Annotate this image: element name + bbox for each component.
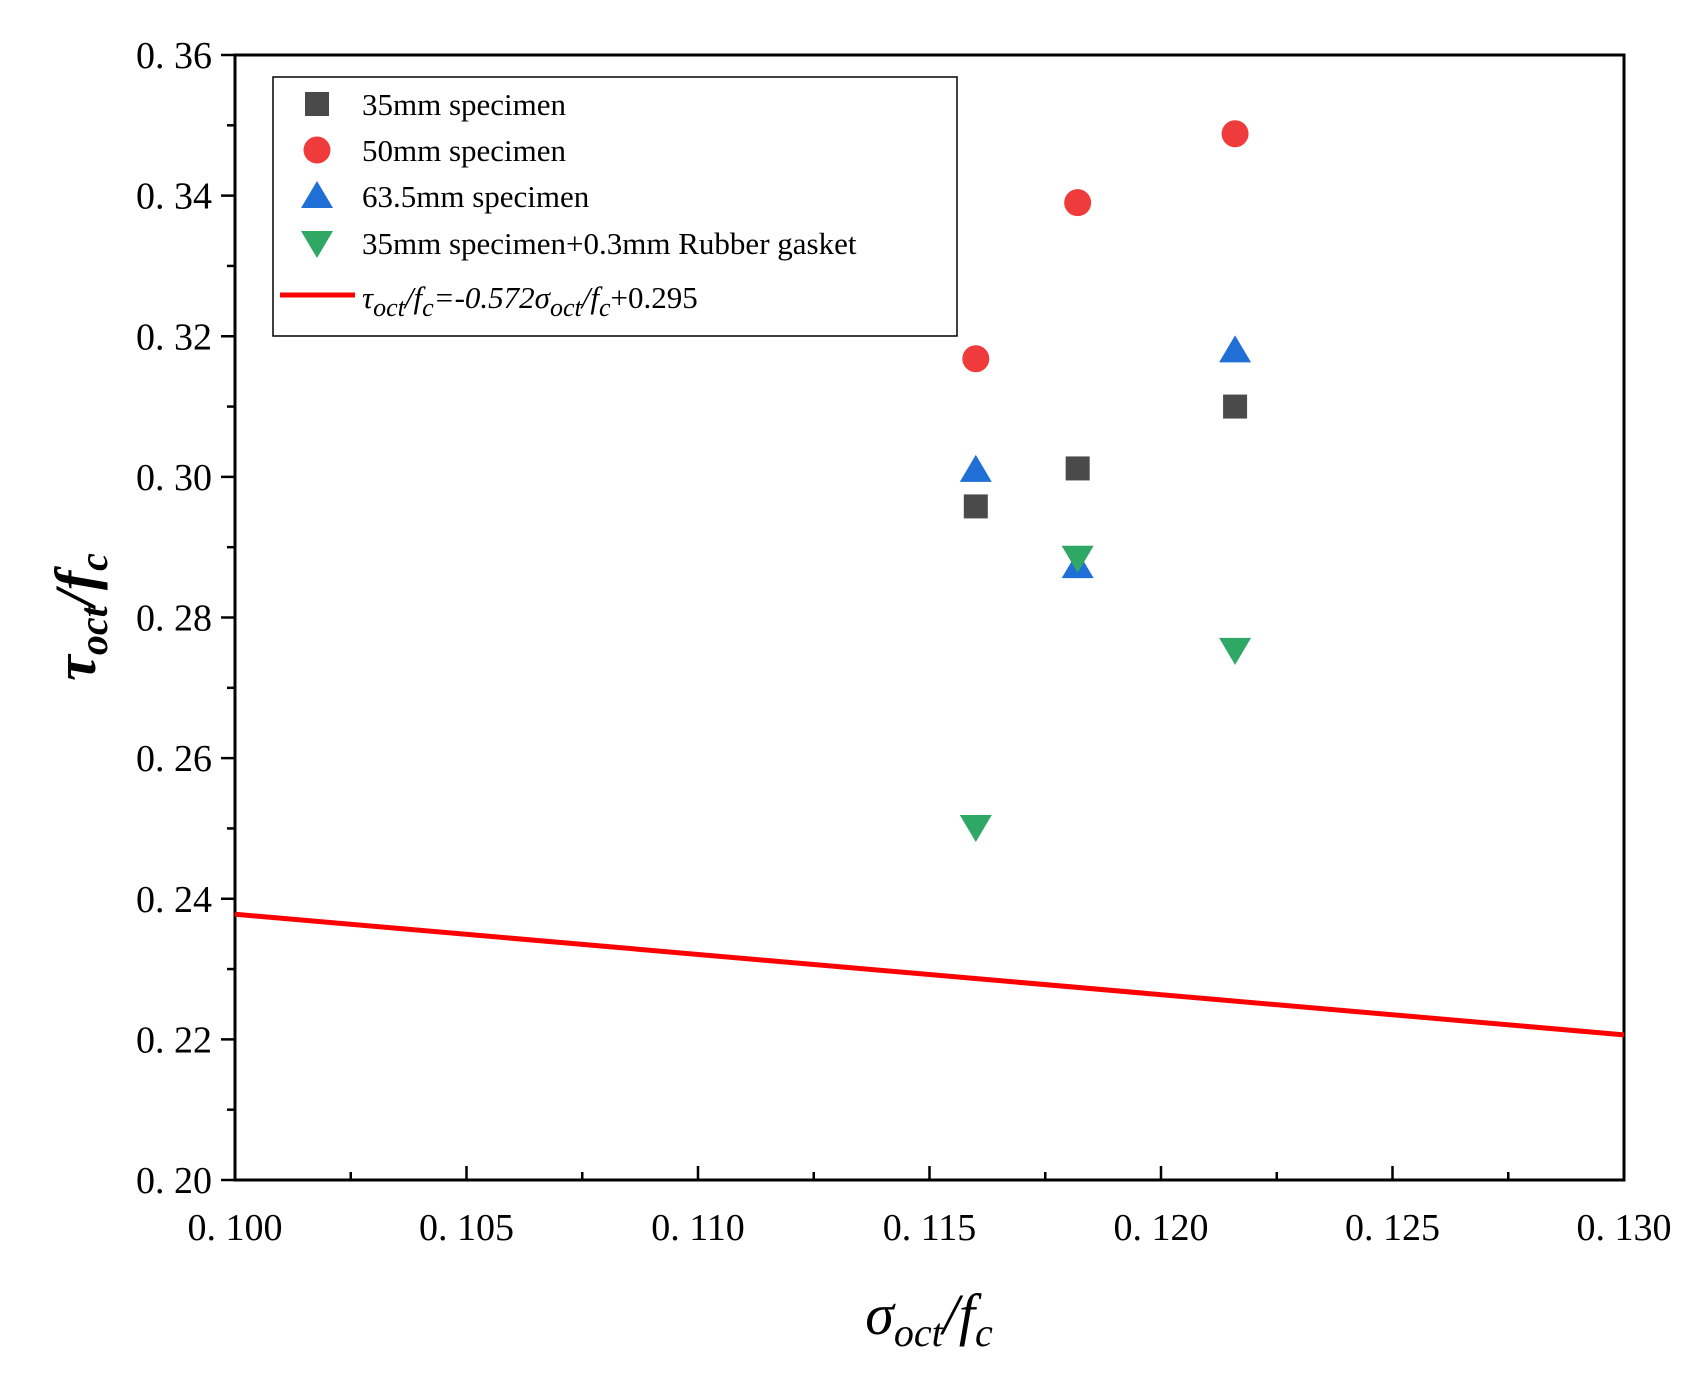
y-tick-label: 0. 30 [136, 457, 212, 499]
legend-fit-part: c [422, 293, 434, 322]
data-point [959, 454, 992, 482]
y-axis-title-part: c [71, 553, 116, 571]
axis-titles: σoct/fc τoct/fc [43, 553, 993, 1355]
data-point [1221, 120, 1249, 148]
series-2 [962, 120, 1249, 373]
legend-fit-part: σ [535, 280, 552, 315]
y-tick-label: 0. 28 [136, 598, 212, 640]
legend-marker [301, 231, 333, 258]
data-point [1065, 456, 1090, 481]
x-axis-title-part: c [975, 1310, 993, 1355]
y-tick-label: 0. 22 [136, 1019, 212, 1061]
series-3 [959, 335, 1252, 579]
x-tick-label: 0. 130 [1577, 1207, 1672, 1249]
data-point [1061, 545, 1094, 573]
y-axis-title: τoct/fc [43, 553, 116, 681]
data-point [1219, 637, 1252, 665]
legend: 35mm specimen 50mm specimen 63.5mm specime… [272, 76, 958, 337]
x-axis-title-part: oct [894, 1310, 944, 1355]
legend-fit-part: τ [362, 280, 375, 315]
y-tick-label: 0. 32 [136, 316, 212, 358]
legend-label: 63.5mm specimen [362, 179, 590, 214]
data-points [959, 120, 1252, 843]
data-point [1219, 335, 1252, 363]
fit-line-group [235, 911, 1624, 1038]
x-tick-label: 0. 115 [883, 1207, 977, 1249]
legend-label: 35mm specimen [362, 87, 567, 122]
x-axis-title-part: σ [865, 1282, 896, 1347]
data-point [1064, 189, 1092, 217]
x-tick-label: 0. 105 [419, 1207, 514, 1249]
fit-line [235, 911, 1624, 1038]
legend-fit-part: / [403, 280, 416, 315]
legend-fit-part: oct [373, 293, 406, 322]
legend-fit-part: c [599, 293, 611, 322]
series-1 [963, 394, 1248, 519]
y-axis-title-part: oct [71, 604, 116, 655]
x-tick-label: 0. 125 [1345, 1207, 1440, 1249]
legend-fit-part: +0.295 [611, 280, 698, 315]
data-point [959, 815, 992, 843]
axis-ticks: 0. 100 0. 105 0. 110 0. 115 0. 120 0. 125 0. 1… [136, 35, 1672, 1249]
legend-fit-part: / [580, 280, 593, 315]
data-point [963, 494, 988, 519]
x-tick-label: 0. 100 [188, 1207, 283, 1249]
x-tick-label: 0. 120 [1114, 1207, 1209, 1249]
y-tick-label: 0. 24 [136, 879, 212, 921]
legend-marker [303, 136, 331, 164]
y-tick-label: 0. 34 [136, 176, 212, 218]
y-axis-title-part: τ [43, 653, 108, 681]
data-point [1223, 394, 1248, 419]
legend-fit-part: oct [550, 293, 583, 322]
legend-box [272, 76, 958, 337]
series-4 [959, 545, 1252, 843]
legend-marker [301, 181, 333, 208]
legend-label: 35mm specimen+0.3mm Rubber gasket [362, 226, 857, 261]
y-tick-label: 0. 26 [136, 738, 212, 780]
legend-marker [305, 92, 329, 116]
legend-fit-part: =-0.572 [434, 280, 535, 315]
x-tick-label: 0. 110 [651, 1207, 745, 1249]
y-tick-label: 0. 36 [136, 35, 212, 77]
data-point [962, 345, 990, 373]
y-tick-label: 0. 20 [136, 1160, 212, 1202]
x-axis-title: σoct/fc [865, 1282, 993, 1355]
legend-label: 50mm specimen [362, 133, 567, 168]
